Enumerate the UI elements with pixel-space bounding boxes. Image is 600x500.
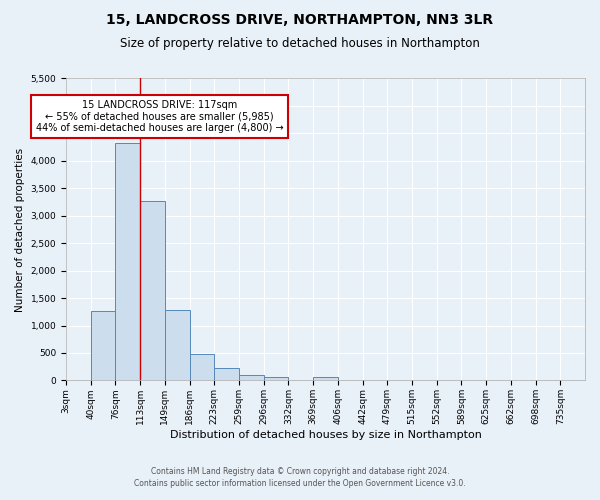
Text: 15, LANDCROSS DRIVE, NORTHAMPTON, NN3 3LR: 15, LANDCROSS DRIVE, NORTHAMPTON, NN3 3L… bbox=[106, 12, 494, 26]
Y-axis label: Number of detached properties: Number of detached properties bbox=[15, 148, 25, 312]
Text: Contains HM Land Registry data © Crown copyright and database right 2024.: Contains HM Land Registry data © Crown c… bbox=[151, 467, 449, 476]
X-axis label: Distribution of detached houses by size in Northampton: Distribution of detached houses by size … bbox=[170, 430, 481, 440]
Bar bbox=[91, 310, 115, 380]
Bar bbox=[239, 376, 264, 380]
Text: 15 LANDCROSS DRIVE: 117sqm
← 55% of detached houses are smaller (5,985)
44% of s: 15 LANDCROSS DRIVE: 117sqm ← 55% of deta… bbox=[35, 100, 283, 133]
Text: Contains public sector information licensed under the Open Government Licence v3: Contains public sector information licen… bbox=[134, 478, 466, 488]
Bar bbox=[190, 354, 214, 380]
Bar bbox=[313, 377, 338, 380]
Bar bbox=[214, 368, 239, 380]
Text: Size of property relative to detached houses in Northampton: Size of property relative to detached ho… bbox=[120, 38, 480, 51]
Bar bbox=[165, 310, 190, 380]
Bar bbox=[115, 142, 140, 380]
Bar bbox=[140, 202, 165, 380]
Bar bbox=[264, 377, 289, 380]
